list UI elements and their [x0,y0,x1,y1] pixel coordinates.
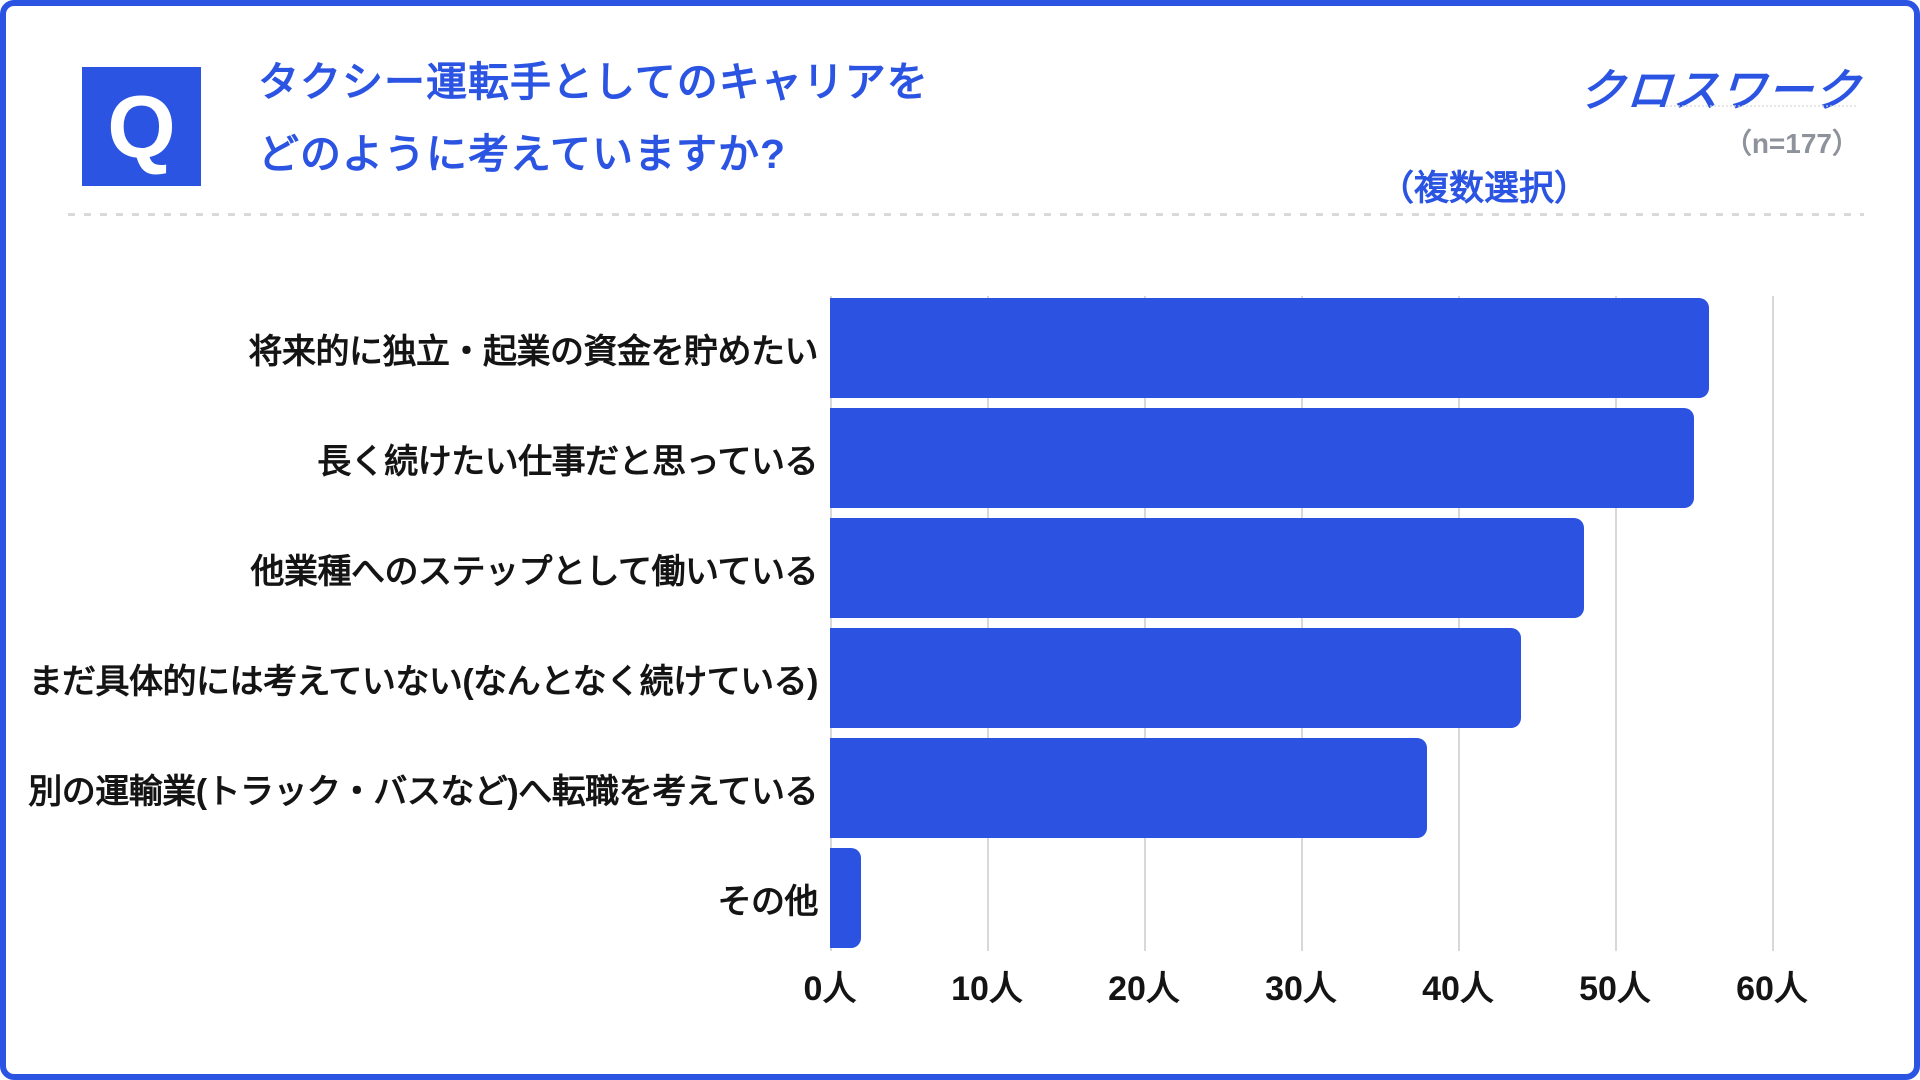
dashed-divider [68,213,1864,216]
x-axis-tick-label: 10人 [951,970,1023,1008]
sample-size-label: （n=177） [1723,128,1860,159]
category-label: 他業種へのステップとして働いている [250,552,819,591]
bar [830,518,1584,618]
gridline [1615,296,1617,951]
category-label: その他 [717,882,819,921]
page-title: タクシー運転手としてのキャリアを どのように考えていますか? [258,46,929,190]
bar [830,408,1694,508]
category-label: 長く続けたい仕事だと思っている [317,442,818,481]
page-title-line2: どのように考えていますか? [258,131,786,177]
x-axis-tick-label: 30人 [1265,970,1337,1008]
gridline [987,296,989,951]
gridline [1458,296,1460,951]
bar [830,628,1521,728]
logo-underline-rule [1666,105,1856,107]
x-axis-tick-label: 60人 [1736,970,1808,1008]
gridline [830,296,832,951]
category-labels: 将来的に独立・起業の資金を貯めたい長く続けたい仕事だと思っている他業種へのステッ… [28,296,819,951]
crosswork-logo: クロスワーク [1577,65,1864,116]
question-badge-letter: Q [107,76,176,176]
gridline [1772,296,1774,951]
bar [830,298,1710,398]
x-axis-tick-label: 0人 [803,970,857,1008]
category-label: まだ具体的には考えていない(なんとなく続けている) [28,662,819,701]
x-axis-tick-label: 40人 [1422,970,1494,1008]
bar [830,738,1427,838]
plot-area: 0人 10人 20人 30人 40人 50人 60人 [804,296,1808,1008]
category-label: 別の運輸業(トラック・バスなど)へ転職を考えている [28,772,818,811]
bar [830,848,862,948]
category-label: 将来的に独立・起業の資金を貯めたい [248,332,819,371]
x-axis-tick-label: 20人 [1108,970,1180,1008]
multi-select-note: （複数選択） [1379,169,1590,208]
gridline [1301,296,1303,951]
x-axis-tick-label: 50人 [1579,970,1651,1008]
page-title-line1: タクシー運転手としてのキャリアを [258,59,929,105]
question-badge: Q [82,67,201,186]
gridline [1144,296,1146,951]
